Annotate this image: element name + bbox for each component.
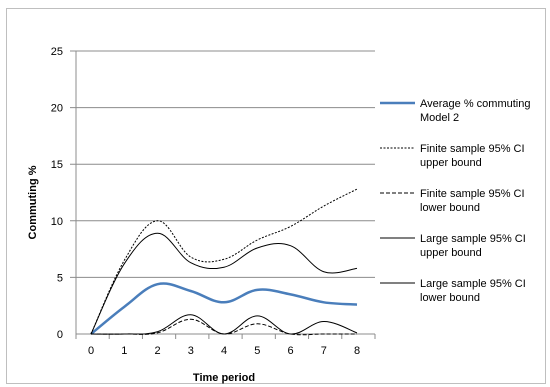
y-tick-label: 25 — [51, 46, 63, 58]
y-tick-label: 5 — [57, 272, 63, 284]
chart-frame — [6, 8, 546, 384]
x-tick-label: 0 — [88, 345, 94, 357]
legend-label: upper bound — [420, 247, 482, 259]
y-axis-title: Commuting % — [27, 165, 39, 239]
legend-label: Finite sample 95% CI — [420, 143, 525, 155]
x-tick-label: 7 — [321, 345, 327, 357]
legend-label: lower bound — [420, 202, 480, 214]
x-axis-title: Time period — [193, 372, 255, 384]
x-tick-label: 4 — [221, 345, 227, 357]
x-tick-label: 1 — [121, 345, 127, 357]
legend-label: Large sample 95% CI — [420, 278, 526, 290]
series-line-large-sample-95pct-ci-upper-bound — [90, 232, 358, 335]
legend-label: upper bound — [420, 157, 482, 169]
series-line-finite-sample-95pct-ci-upper-bound — [90, 188, 358, 335]
legend-label: Model 2 — [420, 112, 459, 124]
legend-label: Large sample 95% CI — [420, 233, 526, 245]
x-tick-label: 2 — [154, 345, 160, 357]
y-tick-label: 10 — [51, 216, 63, 228]
x-tick-label: 5 — [254, 345, 260, 357]
legend-label: lower bound — [420, 292, 480, 304]
x-tick-label: 8 — [354, 345, 360, 357]
y-tick-label: 0 — [57, 329, 63, 341]
series-line-large-sample-95pct-ci-lower-bound — [90, 314, 358, 335]
legend-label: Finite sample 95% CI — [420, 188, 525, 200]
series-line-average-pct-commuting-model-2 — [90, 282, 358, 335]
legend-label: Average % commuting — [420, 98, 530, 110]
y-tick-label: 20 — [51, 103, 63, 115]
x-tick-label: 6 — [287, 345, 293, 357]
y-tick-label: 15 — [51, 159, 63, 171]
series-line-finite-sample-95pct-ci-lower-bound — [90, 318, 357, 336]
x-tick-label: 3 — [188, 345, 194, 357]
